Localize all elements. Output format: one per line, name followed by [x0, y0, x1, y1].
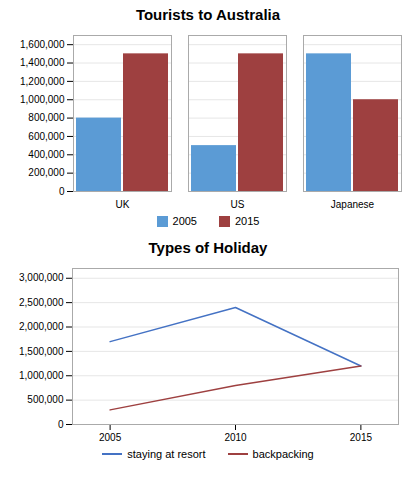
html-text:backpacking: backpacking [252, 448, 314, 460]
svg-text:0: 0 [58, 419, 64, 430]
svg-text:2005: 2005 [99, 432, 122, 443]
svg-text:1,400,000: 1,400,000 [20, 57, 65, 68]
svg-text:1,500,000: 1,500,000 [19, 346, 64, 357]
svg-text:US: US [231, 199, 245, 210]
html-text:Types of Holiday: Types of Holiday [148, 239, 268, 256]
svg-text:UK: UK [116, 199, 130, 210]
svg-text:500,000: 500,000 [27, 394, 64, 405]
svg-text:0: 0 [59, 186, 65, 197]
svg-text:2010: 2010 [224, 432, 247, 443]
html-text:2015: 2015 [235, 215, 260, 227]
svg-text:2015: 2015 [350, 432, 373, 443]
svg-text:1,600,000: 1,600,000 [20, 39, 65, 50]
svg-text:1,000,000: 1,000,000 [20, 94, 65, 105]
html-text:2005: 2005 [172, 215, 197, 227]
html-text:staying at resort: staying at resort [127, 448, 206, 460]
svg-text:600,000: 600,000 [28, 131, 65, 142]
svg-text:2,500,000: 2,500,000 [19, 297, 64, 308]
svg-text:200,000: 200,000 [28, 167, 65, 178]
svg-text:1,200,000: 1,200,000 [20, 76, 65, 87]
svg-text:800,000: 800,000 [28, 112, 65, 123]
svg-text:1,000,000: 1,000,000 [19, 370, 64, 381]
svg-text:3,000,000: 3,000,000 [19, 272, 64, 283]
svg-text:Japanese: Japanese [331, 199, 375, 210]
svg-text:2,000,000: 2,000,000 [19, 321, 64, 332]
svg-text:400,000: 400,000 [28, 149, 65, 160]
html-text:Tourists to Australia: Tourists to Australia [135, 6, 281, 23]
